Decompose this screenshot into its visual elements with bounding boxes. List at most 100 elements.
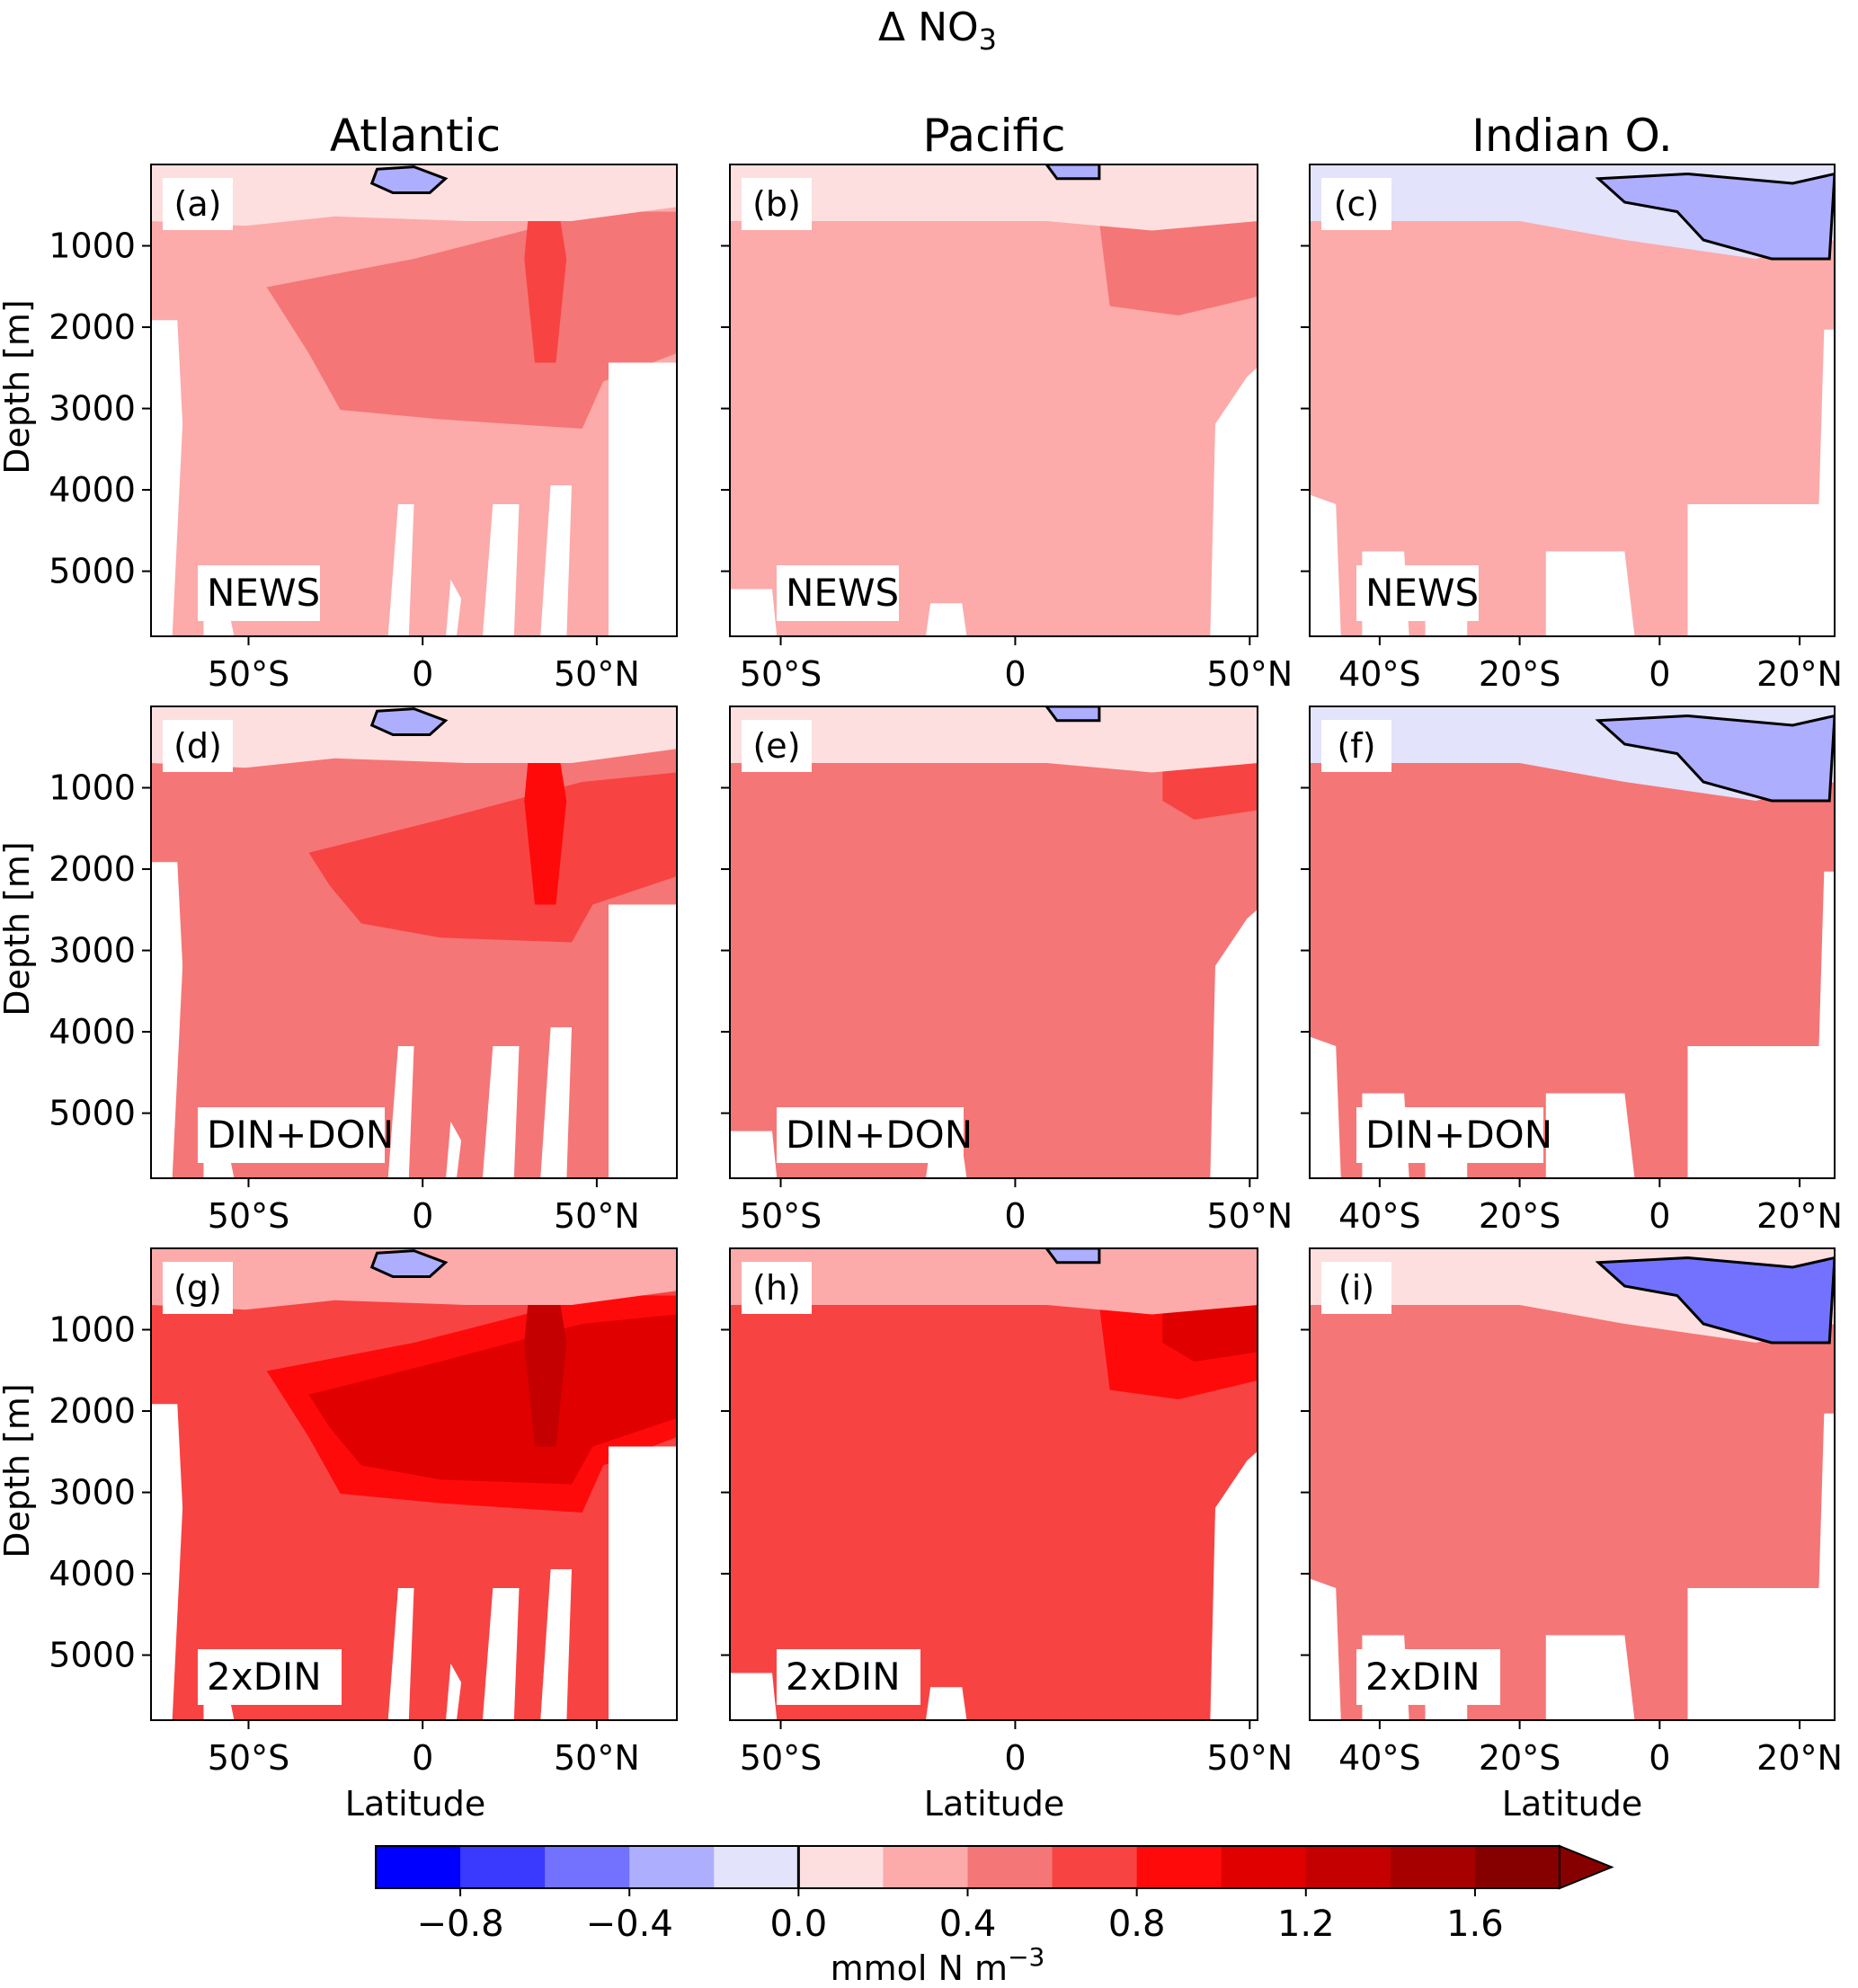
bathymetry-mask <box>1310 1036 1341 1178</box>
x-axis-label: Latitude <box>345 1784 485 1824</box>
y-tick-label: 4000 <box>49 1012 136 1052</box>
x-tick-label: 40°S <box>1338 1738 1420 1778</box>
field-surface-layer <box>151 706 677 768</box>
panel-i: (i) 2xDIN 40°S 20°S 0 20°N Latitude <box>1301 1247 1843 1824</box>
scenario-label: DIN+DON <box>207 1113 394 1157</box>
bathymetry-mask <box>151 1404 183 1720</box>
y-tick-label: 5000 <box>49 1094 136 1133</box>
bathymetry-mask <box>151 320 183 636</box>
field-plume <box>524 192 567 363</box>
negative-region <box>1595 714 1835 803</box>
scenario-label: 2xDIN <box>786 1655 901 1699</box>
bathymetry-mask <box>1210 367 1258 636</box>
field-deep-band <box>1336 904 1782 1046</box>
colorbar-swatch <box>376 1846 461 1888</box>
scenario-label-box <box>198 1107 385 1163</box>
x-tick-label: 0 <box>1649 654 1670 694</box>
bathymetry-mask <box>387 504 414 636</box>
x-tick-label: 20°S <box>1479 1196 1560 1236</box>
panel-frame <box>1309 706 1836 1179</box>
panel-a: (a) NEWS 1000 2000 3000 4000 5000 50°S 0 50°N Dept… <box>0 164 678 694</box>
negative-region <box>1045 1248 1101 1265</box>
x-tick-label: 20°S <box>1479 654 1560 694</box>
panel-label-box <box>742 1262 812 1314</box>
panel-frame <box>729 706 1258 1179</box>
panel-label: (b) <box>752 184 801 224</box>
panel-b: (b) NEWS 50°S 0 50°N <box>721 164 1293 694</box>
x-tick-label: 0 <box>1004 1196 1026 1236</box>
panel-g: (g) 2xDIN 1000 2000 3000 4000 5000 50°S 0 50°N Dep… <box>0 1247 678 1824</box>
colorbar-swatch <box>545 1846 630 1888</box>
bathymetry-mask <box>609 362 677 636</box>
colorbar-swatch <box>1474 1846 1560 1888</box>
panel-frame <box>150 1247 678 1721</box>
y-axis-label: Depth [m] <box>0 299 37 475</box>
x-tick-label: 20°N <box>1756 1738 1843 1778</box>
x-tick-label: 0 <box>412 1196 433 1236</box>
field-plume <box>524 1276 567 1447</box>
bathymetry-mask <box>730 1131 778 1178</box>
bathymetry-mask <box>1310 1578 1341 1720</box>
negative-region <box>1045 164 1101 181</box>
y-tick-label: 1000 <box>49 768 136 808</box>
scenario-label-box <box>1356 1649 1500 1705</box>
negative-region <box>1045 706 1101 723</box>
panel-e: (e) DIN+DON 50°S 0 50°N <box>721 706 1293 1236</box>
y-axis-label: Depth [m] <box>0 841 37 1016</box>
x-tick-label: 0 <box>1004 654 1026 694</box>
x-tick-label: 50°N <box>554 1738 640 1778</box>
y-tick-label: 2000 <box>49 307 136 347</box>
panel-frame <box>150 706 678 1179</box>
bathymetry-mask <box>1210 1451 1258 1720</box>
bathymetry-mask <box>1210 909 1258 1178</box>
scenario-label: 2xDIN <box>207 1655 322 1699</box>
field-surface-layer <box>151 164 677 226</box>
colorbar-swatch <box>1221 1846 1307 1888</box>
bathymetry-mask <box>1687 504 1835 636</box>
field-core <box>1162 211 1258 278</box>
panel-frame <box>150 164 678 637</box>
bathymetry-mask <box>730 1673 778 1720</box>
bathymetry-mask <box>1818 871 1835 1046</box>
x-tick-label: 0 <box>412 1738 433 1778</box>
column-title-2: Indian O. <box>1471 110 1673 162</box>
field-core <box>308 1314 677 1485</box>
x-tick-label: 50°S <box>208 1738 289 1778</box>
scenario-label: NEWS <box>786 571 899 615</box>
bathymetry-mask <box>609 1446 677 1720</box>
colorbar-label-unit: mmol N m <box>831 1948 1008 1988</box>
field-deep-band <box>1336 1446 1782 1588</box>
bathymetry-mask <box>1545 551 1635 636</box>
bathymetry-mask <box>446 1664 462 1720</box>
scenario-label: 2xDIN <box>1365 1655 1480 1699</box>
scenario-label-box <box>1356 1107 1543 1163</box>
x-tick-label: 50°S <box>208 654 289 694</box>
colorbar-swatch <box>883 1846 969 1888</box>
field-deep-band <box>1336 362 1782 504</box>
y-tick-label: 5000 <box>49 1636 136 1675</box>
panel-label-box <box>163 720 233 772</box>
panel-label: (e) <box>752 726 800 766</box>
y-tick-label: 4000 <box>49 1554 136 1593</box>
y-tick-label: 3000 <box>49 389 136 429</box>
panel-label-box <box>742 720 812 772</box>
bathymetry-mask <box>540 1569 572 1720</box>
y-tick-label: 2000 <box>49 1391 136 1431</box>
colorbar-tick-label: 0.4 <box>939 1904 997 1945</box>
x-tick-label: 50°N <box>554 654 640 694</box>
negative-region <box>369 165 449 194</box>
x-tick-label: 50°S <box>740 1196 822 1236</box>
bathymetry-mask <box>482 1588 520 1720</box>
bathymetry-mask <box>482 504 520 636</box>
x-axis-label: Latitude <box>1502 1784 1642 1824</box>
x-tick-label: 50°S <box>740 1738 822 1778</box>
colorbar-extend-arrow <box>1559 1844 1614 1890</box>
panel-label: (i) <box>1338 1268 1374 1308</box>
colorbar-swatch <box>714 1846 799 1888</box>
y-tick-label: 2000 <box>49 849 136 889</box>
bathymetry-mask <box>1545 1635 1635 1720</box>
colorbar-swatch <box>798 1846 885 1888</box>
bathymetry-mask <box>1687 1588 1835 1720</box>
x-tick-label: 50°N <box>1206 1196 1293 1236</box>
x-tick-label: 0 <box>412 654 433 694</box>
